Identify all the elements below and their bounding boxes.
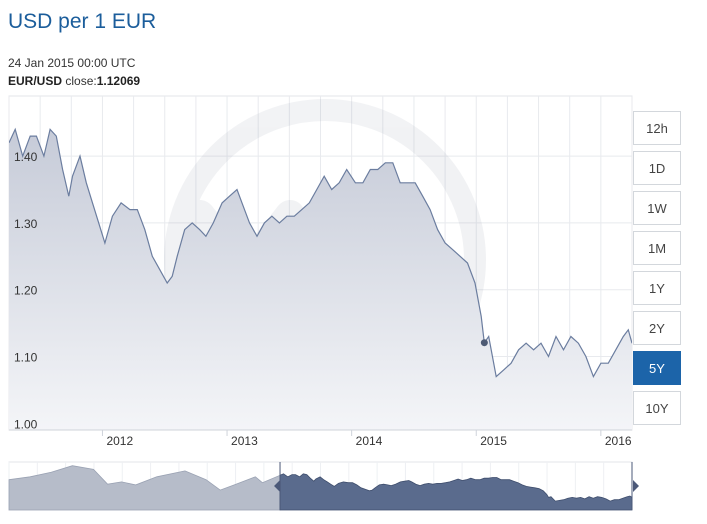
y-tick-label: 1.20 [14,284,38,298]
x-tick-label: 2014 [356,434,383,448]
range-button-1d[interactable]: 1D [633,151,681,185]
y-tick-label: 1.30 [14,217,38,231]
x-tick-label: 2016 [605,434,632,448]
x-tick-label: 2013 [231,434,258,448]
y-tick-label: 1.40 [14,150,38,164]
range-button-10y[interactable]: 10Y [633,391,681,425]
x-tick-label: 2015 [480,434,507,448]
y-axis-ticks: 1.00 1.10 1.20 1.30 1.40 [14,150,38,431]
series-area [9,129,632,430]
x-axis-ticks: 2012 2013 2014 2015 2016 [9,429,632,448]
plot-area [9,127,632,430]
range-button-2y[interactable]: 2Y [633,311,681,345]
y-tick-label: 1.10 [14,351,38,365]
range-button-1y[interactable]: 1Y [633,271,681,305]
y-tick-label: 1.00 [14,417,38,431]
range-button-1w[interactable]: 1W [633,191,681,225]
tooltip-close-label: close: [65,74,97,88]
tooltip-date: 24 Jan 2015 00:00 UTC [8,56,136,70]
x-tick-label: 2012 [106,434,133,448]
range-button-12h[interactable]: 12h [633,111,681,145]
navigator-left-handle[interactable] [274,480,281,492]
navigator-area-selected [279,473,633,511]
navigator[interactable] [8,461,639,511]
range-button-5y[interactable]: 5Y [633,351,681,385]
page-title: USD per 1 EUR [8,10,157,33]
navigator-right-handle[interactable] [633,480,639,492]
tooltip-pair: EUR/USD [8,74,63,88]
series-line [9,127,632,379]
highlight-point [480,339,488,347]
tooltip-close: EUR/USD close:1.12069 [8,74,140,88]
tooltip-close-value: 1.12069 [96,74,141,88]
range-button-1m[interactable]: 1M [633,231,681,265]
